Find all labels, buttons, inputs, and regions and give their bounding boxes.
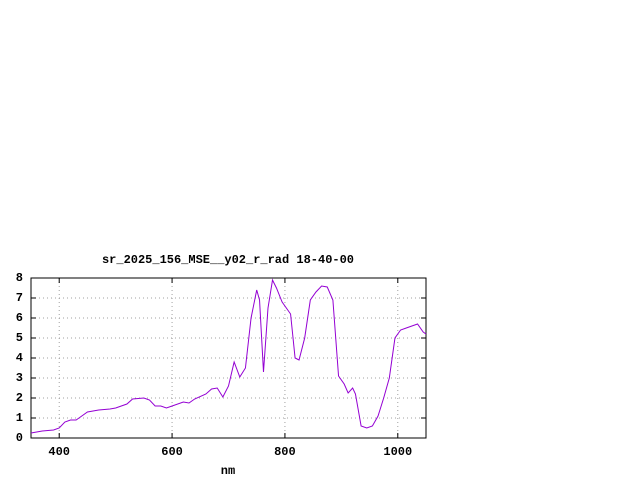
y-tick-label: 7 [16,291,23,305]
y-tick-label: 1 [16,411,23,425]
y-tick-label: 3 [16,371,23,385]
y-tick-label: 2 [16,391,23,405]
data-line [30,278,427,434]
y-tick-label: 5 [16,331,23,345]
x-axis-label: nm [221,464,235,478]
y-tick-label: 8 [16,271,23,285]
y-tick-label: 0 [16,431,23,445]
x-tick-label: 800 [274,445,296,459]
x-tick-label: 400 [48,445,70,459]
y-tick-label: 6 [16,311,23,325]
x-tick-label: 600 [161,445,183,459]
plot-border [30,277,427,439]
y-tick-label: 4 [16,351,23,365]
x-tick-label: 1000 [383,445,412,459]
chart-title: sr_2025_156_MSE__y02_r_rad 18-40-00 [102,253,354,267]
